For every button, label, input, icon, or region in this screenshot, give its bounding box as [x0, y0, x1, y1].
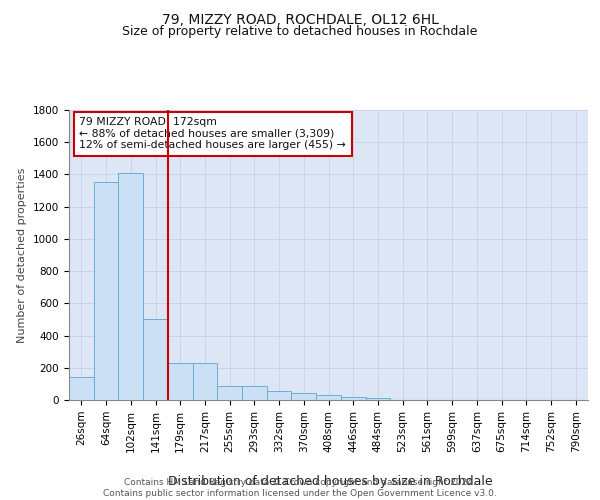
- Bar: [341, 397, 365, 400]
- Bar: [217, 386, 242, 400]
- Text: 79, MIZZY ROAD, ROCHDALE, OL12 6HL: 79, MIZZY ROAD, ROCHDALE, OL12 6HL: [161, 12, 439, 26]
- Y-axis label: Number of detached properties: Number of detached properties: [17, 168, 28, 342]
- Text: Contains HM Land Registry data © Crown copyright and database right 2024.
Contai: Contains HM Land Registry data © Crown c…: [103, 478, 497, 498]
- Text: Size of property relative to detached houses in Rochdale: Size of property relative to detached ho…: [122, 25, 478, 38]
- Bar: [118, 173, 143, 400]
- Text: Distribution of detached houses by size in Rochdale: Distribution of detached houses by size …: [167, 474, 493, 488]
- Bar: [193, 363, 217, 400]
- Bar: [94, 182, 118, 400]
- Bar: [292, 393, 316, 400]
- Bar: [316, 395, 341, 400]
- Bar: [69, 378, 94, 400]
- Bar: [365, 398, 390, 400]
- Text: 79 MIZZY ROAD: 172sqm
← 88% of detached houses are smaller (3,309)
12% of semi-d: 79 MIZZY ROAD: 172sqm ← 88% of detached …: [79, 117, 346, 150]
- Bar: [168, 363, 193, 400]
- Bar: [143, 320, 168, 400]
- Bar: [267, 391, 292, 400]
- Bar: [242, 386, 267, 400]
